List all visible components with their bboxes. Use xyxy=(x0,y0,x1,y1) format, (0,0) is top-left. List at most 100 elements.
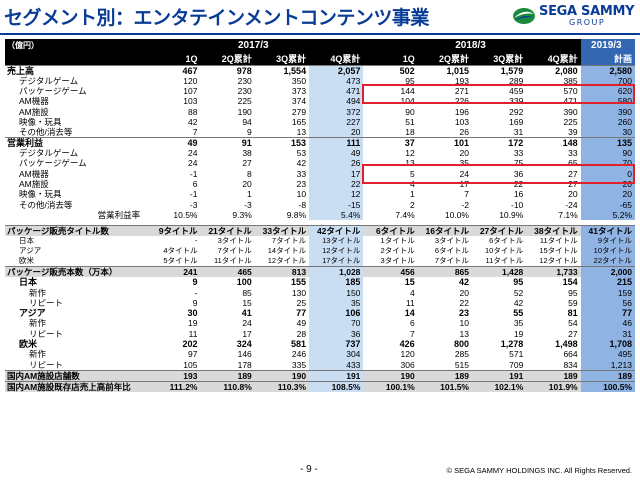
table-cell: 51 xyxy=(405,116,415,127)
table-cell: 271 xyxy=(454,85,469,96)
table-row: 国内AM施設店舗数 193 189 190 191 190 189 191 189 189 xyxy=(5,369,635,382)
table-cell: 1,708 xyxy=(580,338,635,350)
table-cell: 90 xyxy=(580,147,635,159)
table-cell: 5.2% xyxy=(580,209,635,221)
page-header: セグメント別：エンタテインメントコンテンツ事業 SEGA SAMMY GROUP xyxy=(0,0,640,38)
table-cell: - xyxy=(194,287,198,298)
table-cell: 31 xyxy=(580,328,635,339)
row-label: リピート xyxy=(29,297,64,308)
table-cell: 36 xyxy=(513,168,524,179)
table-cell: 190 xyxy=(237,106,252,117)
table-cell: 90 xyxy=(405,106,415,117)
table-cell: 54 xyxy=(568,318,578,329)
table-cell: 77 xyxy=(296,308,307,319)
column-header: 2Q累計 xyxy=(200,53,255,65)
table-cell: 227 xyxy=(309,116,364,127)
row-label: AM施設 xyxy=(19,179,49,190)
table-cell: 737 xyxy=(309,338,364,350)
table-cell: 4 xyxy=(409,179,415,190)
table-row: アジア 4タイトル 7タイトル 14タイトル 12タイトル 2タイトル 6タイトル 10タイト… xyxy=(5,245,635,257)
table-cell: 1,015 xyxy=(417,64,472,76)
table-cell: 120 xyxy=(400,349,415,360)
table-cell: 14 xyxy=(404,308,415,319)
table-cell: 97 xyxy=(188,349,198,360)
table-cell: 225 xyxy=(563,116,578,127)
table-cell: -3 xyxy=(244,199,252,210)
table-cell: 7.4% xyxy=(395,209,415,220)
table-cell: 189 xyxy=(526,369,581,382)
table-cell: 471 xyxy=(309,85,364,97)
table-cell: 30 xyxy=(187,308,198,319)
table-cell: 15 xyxy=(242,297,252,308)
table-cell: 53 xyxy=(296,148,307,159)
table-cell: 46 xyxy=(580,318,635,329)
table-cell: 6タイトル xyxy=(489,235,524,245)
table-cell: 2 xyxy=(409,199,415,210)
table-row: 新作 19 24 49 70 6 10 35 54 46 xyxy=(5,318,635,329)
table-cell: 52 xyxy=(513,287,524,298)
table-cell: 108.5% xyxy=(309,380,364,392)
table-cell: 130 xyxy=(291,287,307,298)
table-cell: 27タイトル xyxy=(472,224,527,236)
table-cell: 335 xyxy=(291,359,307,370)
table-cell: 3タイトル xyxy=(434,235,469,245)
table-cell: 12タイトル xyxy=(267,256,307,266)
table-cell: 700 xyxy=(580,75,635,86)
table-cell: 10.0% xyxy=(444,209,469,220)
table-row: 新作 - 85 130 150 4 20 52 95 159 xyxy=(5,287,635,298)
table-cell: 27 xyxy=(242,158,252,169)
table-cell: 306 xyxy=(400,359,415,370)
table-cell: 339 xyxy=(509,96,524,107)
table-cell: 9 xyxy=(247,126,252,137)
table-cell: 41 xyxy=(241,308,252,319)
table-cell: 189 xyxy=(580,369,635,382)
table-cell: 2タイトル xyxy=(380,246,415,255)
table-cell: 59 xyxy=(568,297,578,308)
table-row: パッケージ販売タイトル数 9タイトル 21タイトル 33タイトル 42タイトル 6タイトル… xyxy=(5,224,635,236)
table-cell: -1 xyxy=(189,168,198,179)
table-row: パッケージゲーム 24 27 42 26 13 35 75 65 70 xyxy=(5,158,635,169)
table-cell: 24 xyxy=(188,148,198,159)
table-cell: 12 xyxy=(309,189,364,200)
row-label: 営業利益 xyxy=(5,137,147,148)
table-cell: 9タイトル xyxy=(580,235,635,246)
table-row: 日本 - 3タイトル 7タイトル 13タイトル 1タイトル 3タイトル 6タイトル 11タイトル… xyxy=(5,235,635,246)
row-label: 欧米 xyxy=(19,339,38,350)
table-cell: 473 xyxy=(309,75,364,86)
table-cell: 20 xyxy=(309,126,364,138)
table-cell: 11 xyxy=(188,328,198,339)
table-cell: 7 xyxy=(409,328,415,339)
column-header: 4Q累計 xyxy=(309,53,364,65)
table-cell: 91 xyxy=(200,137,255,148)
table-cell: 77 xyxy=(580,308,635,319)
table-cell: 169 xyxy=(509,116,524,127)
row-label: デジタルゲーム xyxy=(19,75,79,86)
table-cell: 165 xyxy=(291,116,307,127)
table-cell: 324 xyxy=(236,339,252,350)
table-cell: 104 xyxy=(400,96,415,107)
table-row: 売上高 467 978 1,554 2,057 502 1,015 1,579 2,080 2,5… xyxy=(5,64,635,76)
table-cell: 26 xyxy=(309,158,364,169)
table-cell: 1 xyxy=(409,189,415,200)
column-header: 4Q累計 xyxy=(526,53,581,65)
table-cell: 17 xyxy=(309,168,364,179)
table-cell: 107 xyxy=(183,85,198,96)
table-cell: 102.1% xyxy=(472,380,527,392)
digital-game-profit-highlight xyxy=(362,164,635,184)
table-cell: 26 xyxy=(459,126,469,137)
table-cell: 865 xyxy=(417,266,472,278)
table-cell: 13タイトル xyxy=(309,235,364,246)
table-cell: 13 xyxy=(459,328,469,339)
table-cell: 42 xyxy=(188,116,198,127)
table-cell: -2 xyxy=(461,199,469,210)
table-row: 欧米 202 324 581 737 426 800 1,278 1,498 1,708 xyxy=(5,338,635,350)
table-cell: 33タイトル xyxy=(254,224,310,236)
table-cell: 39 xyxy=(568,126,578,137)
table-cell: 10タイトル xyxy=(580,245,635,257)
table-cell: 10.9% xyxy=(499,209,524,220)
table-cell: 24 xyxy=(242,318,252,329)
table-cell: 191 xyxy=(472,369,527,382)
table-cell: 100 xyxy=(236,277,252,288)
table-cell: 0 xyxy=(580,168,635,179)
table-cell: 35 xyxy=(309,297,364,309)
